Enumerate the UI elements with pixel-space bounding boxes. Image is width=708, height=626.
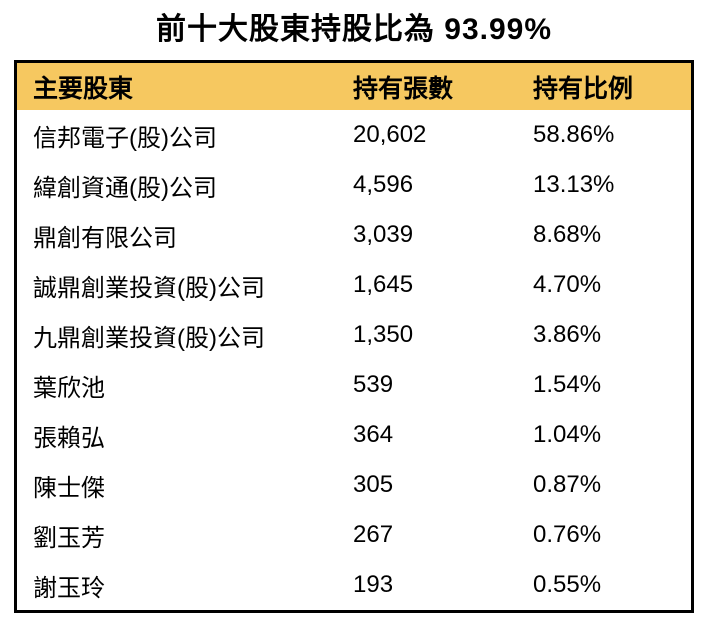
shareholder-name: 鼎創有限公司 xyxy=(33,224,177,252)
shares-held: 4,596 xyxy=(353,171,414,198)
holding-ratio: 0.87% xyxy=(533,471,602,498)
table-row: 張賴弘 364 1.04% xyxy=(17,410,691,460)
table-row: 九鼎創業投資(股)公司 1,350 3.86% xyxy=(17,310,691,360)
table-row: 緯創資通(股)公司 4,596 13.13% xyxy=(17,160,691,210)
holding-ratio: 13.13% xyxy=(533,171,615,198)
shareholder-name: 信邦電子(股)公司 xyxy=(33,124,217,152)
holding-ratio: 0.76% xyxy=(533,521,602,548)
shareholder-name: 陳士傑 xyxy=(33,474,105,502)
holding-ratio: 4.70% xyxy=(533,271,602,298)
page: 前十大股東持股比為 93.99% 主要股東 持有張數 持有比例 信邦電子(股)公… xyxy=(0,7,708,626)
holding-ratio: 1.04% xyxy=(533,421,602,448)
page-title: 前十大股東持股比為 93.99% xyxy=(155,13,553,46)
column-header-ratio: 持有比例 xyxy=(533,74,634,103)
shareholder-name: 緯創資通(股)公司 xyxy=(33,174,217,202)
shareholder-name: 葉欣池 xyxy=(33,374,105,402)
holding-ratio: 58.86% xyxy=(533,121,615,148)
table-header-row: 主要股東 持有張數 持有比例 xyxy=(17,63,691,110)
shares-held: 267 xyxy=(353,521,394,548)
holding-ratio: 8.68% xyxy=(533,221,602,248)
shareholder-name: 九鼎創業投資(股)公司 xyxy=(33,324,265,352)
shareholders-table: 主要股東 持有張數 持有比例 信邦電子(股)公司 20,602 58.86% 緯… xyxy=(14,60,694,613)
column-header-shareholder: 主要股東 xyxy=(33,74,134,103)
shareholder-name: 張賴弘 xyxy=(33,424,105,452)
holding-ratio: 3.86% xyxy=(533,321,602,348)
table-row: 誠鼎創業投資(股)公司 1,645 4.70% xyxy=(17,260,691,310)
shareholder-name: 謝玉玲 xyxy=(33,574,105,602)
table-row: 陳士傑 305 0.87% xyxy=(17,460,691,510)
shares-held: 1,350 xyxy=(353,321,414,348)
shares-held: 1,645 xyxy=(353,271,414,298)
shares-held: 20,602 xyxy=(353,121,427,148)
shares-held: 539 xyxy=(353,371,394,398)
shareholder-name: 誠鼎創業投資(股)公司 xyxy=(33,274,265,302)
shares-held: 305 xyxy=(353,471,394,498)
holding-ratio: 0.55% xyxy=(533,571,602,598)
table-row: 鼎創有限公司 3,039 8.68% xyxy=(17,210,691,260)
column-header-shares: 持有張數 xyxy=(353,74,454,103)
table-row: 信邦電子(股)公司 20,602 58.86% xyxy=(17,110,691,160)
table-body: 信邦電子(股)公司 20,602 58.86% 緯創資通(股)公司 4,596 … xyxy=(17,110,691,610)
table-row: 葉欣池 539 1.54% xyxy=(17,360,691,410)
shares-held: 3,039 xyxy=(353,221,414,248)
shareholder-name: 劉玉芳 xyxy=(33,524,105,552)
shares-held: 193 xyxy=(353,571,394,598)
shares-held: 364 xyxy=(353,421,394,448)
table-row: 謝玉玲 193 0.55% xyxy=(17,560,691,610)
holding-ratio: 1.54% xyxy=(533,371,602,398)
table-row: 劉玉芳 267 0.76% xyxy=(17,510,691,560)
